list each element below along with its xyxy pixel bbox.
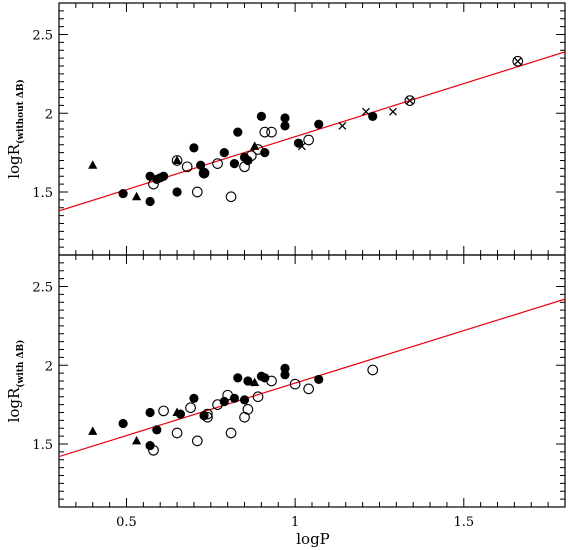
data-point-filled-circle [280, 113, 290, 123]
data-point-filled-circle [158, 171, 169, 181]
data-point-open-circle [212, 399, 223, 410]
data-point-open-circle [225, 427, 237, 439]
data-point-filled-circle [239, 395, 250, 405]
fit-line [59, 51, 565, 212]
data-point-open-circle [148, 444, 159, 456]
data-point-filled-circle [145, 440, 155, 451]
y-tick-label: 1.5 [32, 438, 53, 453]
y-axis-title: logR(without ΔB) [5, 79, 26, 179]
data-point-filled-triangle [131, 435, 142, 445]
x-tick-label: 1.5 [453, 515, 474, 530]
data-point-open-circle [185, 402, 196, 414]
data-point-filled-circle [145, 196, 155, 207]
data-point-cross [513, 57, 522, 66]
y-tick-label: 2.5 [32, 281, 53, 296]
data-point-filled-circle [172, 187, 182, 197]
data-point-filled-circle [233, 373, 243, 383]
x-tick-label: 0.5 [116, 515, 137, 530]
data-point-cross [362, 107, 370, 116]
data-point-filled-circle [229, 159, 240, 169]
data-point-open-circle [181, 161, 193, 173]
data-point-filled-circle [314, 119, 324, 129]
data-point-filled-circle [219, 148, 229, 158]
data-point-cross [405, 96, 414, 105]
data-point-open-circle [242, 404, 254, 415]
data-point-open-circle [266, 126, 277, 138]
data-point-open-circle [191, 186, 203, 198]
data-point-filled-circle [118, 418, 128, 429]
data-point-cross [297, 142, 306, 151]
data-point-filled-circle [243, 155, 253, 166]
data-point-open-circle [289, 378, 301, 390]
data-point-cross [389, 107, 397, 116]
data-point-open-circle [245, 150, 257, 162]
data-point-filled-circle [233, 127, 243, 137]
data-point-filled-circle [199, 411, 209, 421]
data-point-open-circle [202, 408, 213, 420]
data-point-open-circle [191, 435, 203, 447]
data-point-filled-circle [199, 168, 209, 178]
data-point-open-circle [212, 158, 223, 169]
data-point-filled-circle [189, 143, 199, 153]
data-point-filled-circle [189, 393, 199, 403]
data-point-filled-triangle [88, 426, 98, 435]
data-point-filled-circle [368, 111, 378, 121]
y-tick-label: 2.5 [32, 29, 53, 44]
data-point-filled-circle [243, 376, 253, 386]
y-tick-label: 2 [45, 359, 53, 374]
fit-line [59, 298, 565, 458]
y-axis-title: logR(with ΔB) [5, 340, 26, 423]
data-point-open-circle [222, 389, 234, 401]
data-point-open-circle [367, 364, 379, 376]
data-point-open-circle [171, 427, 183, 439]
data-point-cross [338, 121, 347, 130]
data-point-open-circle [239, 161, 250, 173]
data-point-filled-triangle [250, 141, 260, 150]
data-point-open-circle [404, 95, 416, 106]
data-point-open-circle [512, 55, 524, 67]
data-point-filled-circle [314, 374, 324, 385]
x-axis-title: logP [296, 530, 330, 548]
data-point-filled-triangle [250, 377, 260, 387]
data-point-open-circle [303, 134, 314, 146]
data-point-open-circle [259, 126, 271, 138]
data-point-open-circle [266, 375, 277, 387]
panel-without-db: 1.5 2 2.5 logR(without ΔB) [5, 2, 566, 256]
data-point-open-circle [252, 391, 264, 403]
plot-frame [58, 2, 566, 256]
data-point-open-circle [303, 383, 314, 395]
data-point-open-circle [158, 405, 169, 417]
data-point-open-circle [198, 167, 210, 179]
data-point-filled-circle [280, 363, 290, 373]
data-point-filled-triangle [88, 160, 98, 169]
y-tick-label: 2 [45, 107, 53, 122]
data-point-open-circle [225, 191, 237, 203]
data-point-filled-circle [152, 425, 162, 435]
plot-frame [58, 254, 566, 508]
data-point-filled-circle [280, 121, 290, 131]
data-point-filled-circle [196, 160, 206, 170]
data-point-filled-triangle [131, 191, 142, 201]
data-point-filled-circle [145, 407, 155, 418]
data-point-filled-circle [256, 111, 266, 121]
panel-with-db: 1.5 2 2.5 0.5 1 1.5 logR(with ΔB) [5, 254, 566, 530]
x-tick-label: 1 [291, 515, 299, 530]
data-point-filled-triangle [172, 407, 182, 416]
y-tick-label: 1.5 [32, 186, 53, 201]
data-point-open-circle [148, 178, 159, 190]
data-point-filled-circle [118, 188, 128, 199]
data-point-filled-circle [280, 370, 290, 380]
data-point-open-circle [202, 411, 213, 423]
data-point-filled-triangle [172, 155, 182, 164]
